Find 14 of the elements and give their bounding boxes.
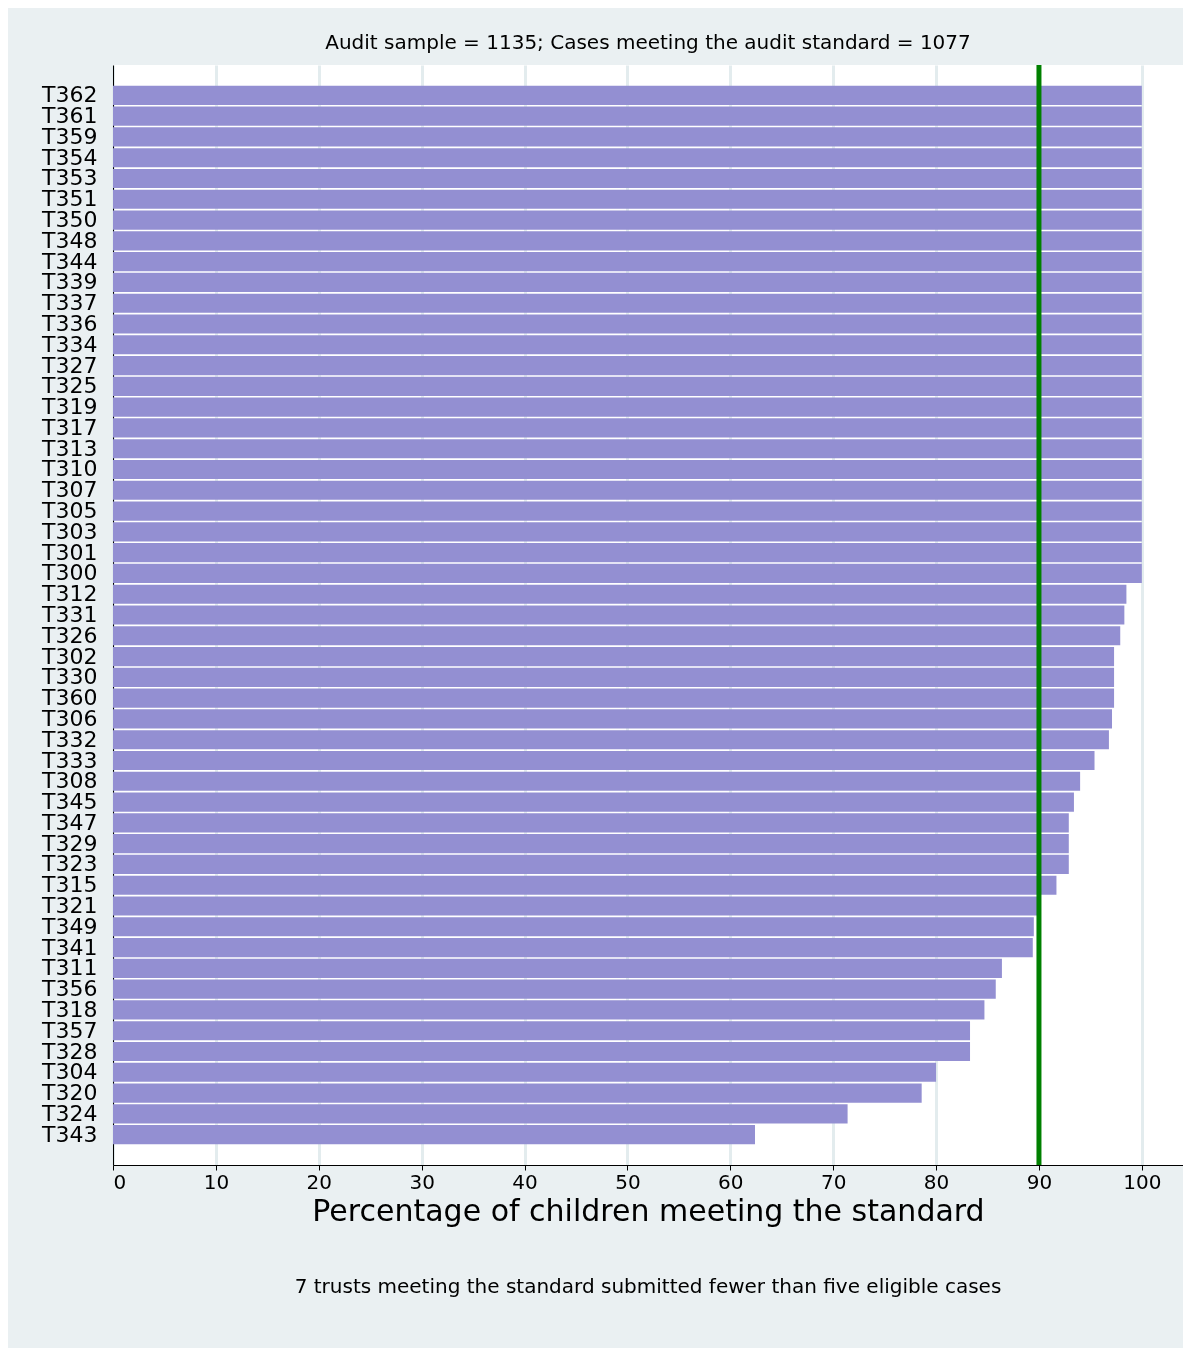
x-tick-label: 80 xyxy=(923,1169,950,1194)
x-tick-label: 0 xyxy=(113,1169,127,1194)
x-tick-label: 20 xyxy=(306,1169,332,1194)
text: 7 trusts meeting the standard submitted fewer than five eligible cases xyxy=(293,1274,1003,1298)
x-tick-label: 50 xyxy=(615,1169,641,1194)
x-tick-label: 100 xyxy=(1123,1169,1162,1194)
x-tick-label: 30 xyxy=(409,1169,435,1194)
x-tick-label: 10 xyxy=(203,1169,230,1194)
x-tick-label: 90 xyxy=(1026,1169,1053,1194)
chart-title: Audit sample = 1135; Cases meeting the audit standard = 1077 xyxy=(325,29,971,54)
x-axis-title: Percentage of children meeting the standard xyxy=(312,1192,985,1228)
x-tick-label: 40 xyxy=(512,1169,538,1194)
x-tick-label: 60 xyxy=(718,1169,744,1194)
x-tick-label: 70 xyxy=(820,1169,847,1194)
